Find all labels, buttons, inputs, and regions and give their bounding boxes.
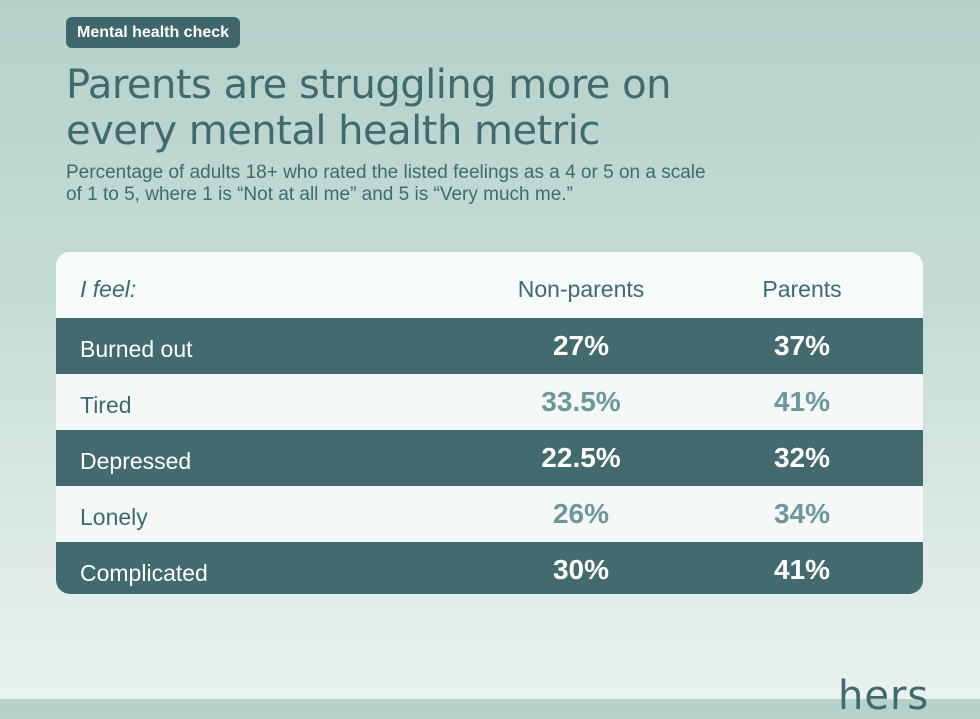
table-row: Depressed 22.5% 32%: [56, 430, 923, 486]
non-parents-value: 22.5%: [541, 442, 621, 473]
table-row: Burned out 27% 37%: [56, 318, 923, 374]
row-label: Complicated: [80, 560, 208, 586]
page-title: Parents are struggling more on every men…: [66, 62, 671, 154]
category-tag: Mental health check: [66, 17, 241, 48]
non-parents-value: 30%: [552, 554, 610, 585]
column-header-feeling: I feel:: [80, 276, 137, 302]
row-label: Lonely: [80, 504, 148, 530]
parents-value: 32%: [773, 442, 831, 473]
results-table: I feel: Non-parents Parents Burned out 27…: [56, 252, 923, 594]
row-label: Depressed: [80, 448, 192, 474]
column-header-non-parents: Non-parents: [517, 276, 645, 302]
table-row: Tired 33.5% 41%: [56, 374, 923, 430]
table-body: Burned out 27% 37% Tired 33.5% 41% Depressed 22…: [56, 318, 923, 594]
table-header-row: I feel: Non-parents Parents: [56, 252, 923, 318]
table-row: Lonely 26% 34%: [56, 486, 923, 542]
non-parents-value: 27%: [552, 330, 610, 361]
parents-value: 41%: [773, 386, 831, 417]
parents-value: 34%: [773, 498, 831, 529]
non-parents-value: 26%: [552, 498, 610, 529]
row-label: Burned out: [80, 336, 193, 362]
parents-value: 37%: [773, 330, 831, 361]
page-subtitle: Percentage of adults 18+ who rated the l…: [66, 162, 706, 205]
row-label: Tired: [80, 392, 132, 418]
table-row: Complicated 30% 41%: [56, 542, 923, 594]
parents-value: 41%: [773, 554, 831, 585]
column-header-parents: Parents: [762, 276, 842, 302]
brand-logo: hers: [838, 673, 930, 719]
non-parents-value: 33.5%: [541, 386, 621, 417]
